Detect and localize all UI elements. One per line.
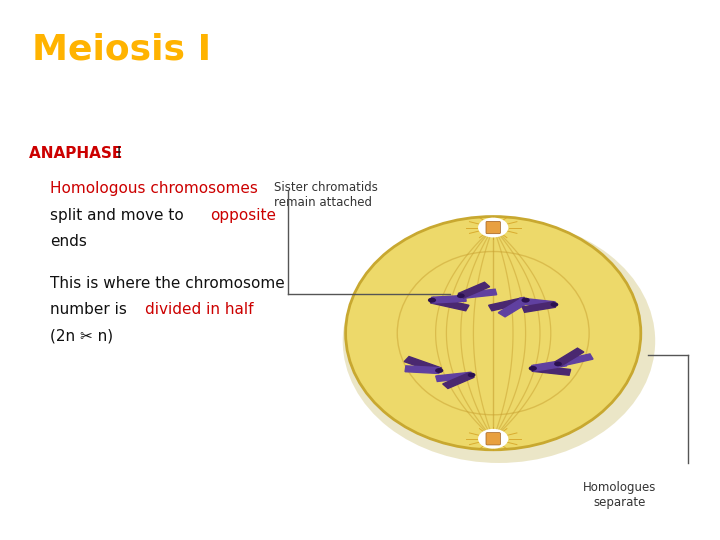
Ellipse shape (478, 218, 508, 238)
Polygon shape (555, 348, 584, 366)
Text: (2n ✂ n): (2n ✂ n) (50, 329, 114, 344)
Text: This is where the chromosome: This is where the chromosome (50, 276, 285, 291)
FancyBboxPatch shape (486, 221, 500, 234)
Text: ANAPHASE: ANAPHASE (29, 146, 127, 161)
Text: ends: ends (50, 234, 87, 249)
Ellipse shape (551, 302, 558, 307)
Text: Homologous chromosomes: Homologous chromosomes (50, 181, 258, 197)
Ellipse shape (435, 368, 444, 373)
Polygon shape (489, 298, 527, 310)
Polygon shape (404, 356, 441, 373)
Polygon shape (436, 372, 472, 381)
Text: Homologues
separate: Homologues separate (582, 481, 656, 509)
Text: Sister chromatids
remain attached: Sister chromatids remain attached (274, 181, 377, 210)
FancyBboxPatch shape (486, 433, 500, 445)
Polygon shape (458, 282, 490, 298)
Text: divided in half: divided in half (145, 302, 254, 318)
Ellipse shape (457, 293, 464, 298)
Polygon shape (431, 295, 466, 303)
Text: split and move to: split and move to (50, 208, 189, 222)
Polygon shape (557, 354, 593, 367)
Text: Meiosis I: Meiosis I (32, 33, 212, 67)
Polygon shape (431, 298, 469, 310)
Polygon shape (443, 373, 474, 388)
Ellipse shape (428, 298, 436, 302)
Polygon shape (531, 360, 567, 371)
Polygon shape (518, 298, 555, 307)
Polygon shape (532, 366, 571, 375)
Polygon shape (405, 366, 440, 374)
Ellipse shape (468, 373, 475, 377)
Ellipse shape (528, 366, 537, 371)
Ellipse shape (343, 219, 655, 463)
Text: number is: number is (50, 302, 132, 318)
Text: I: I (112, 146, 121, 161)
Ellipse shape (346, 217, 641, 450)
Ellipse shape (478, 429, 508, 449)
Ellipse shape (554, 362, 562, 366)
Polygon shape (460, 289, 497, 299)
Ellipse shape (521, 298, 530, 302)
Polygon shape (522, 302, 556, 312)
Polygon shape (498, 298, 529, 317)
Text: opposite: opposite (210, 208, 276, 222)
